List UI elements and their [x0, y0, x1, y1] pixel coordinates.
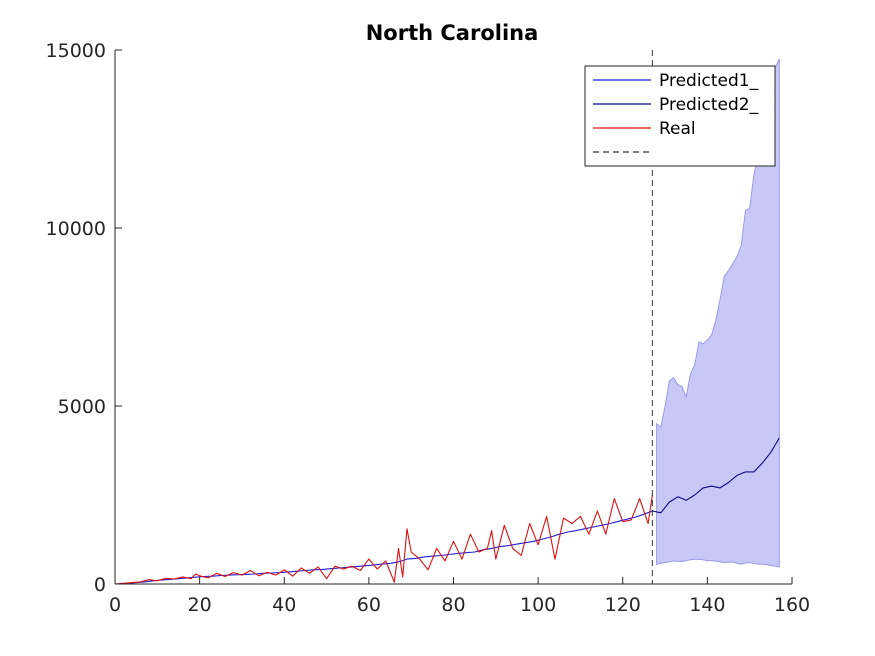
x-tick-label: 100 — [520, 594, 556, 616]
plot-area — [114, 50, 780, 585]
chart-title: North Carolina — [366, 21, 539, 45]
uncertainty-band — [656, 58, 780, 568]
y-tick-label: 5000 — [58, 396, 106, 418]
y-tick-label: 0 — [94, 574, 106, 596]
axes: 0 20 40 60 80 100 120 140 160 0 5000 10000 15000 — [46, 40, 811, 616]
legend-label: Real — [659, 119, 696, 139]
x-tick-label: 120 — [605, 594, 641, 616]
x-tick-label: 160 — [774, 594, 810, 616]
legend-box — [584, 65, 776, 167]
legend: Predicted1_ Predicted2_ Real — [584, 65, 776, 167]
x-tick-label: 20 — [188, 594, 212, 616]
real-line — [114, 494, 653, 585]
y-tick-label: 10000 — [46, 218, 106, 240]
legend-label: Predicted1_ — [659, 71, 759, 91]
x-tick-label: 0 — [109, 594, 121, 616]
x-tick-label: 40 — [272, 594, 296, 616]
x-tick-label: 140 — [689, 594, 725, 616]
x-tick-label: 80 — [441, 594, 465, 616]
predicted2-line — [652, 437, 780, 514]
predicted1-line — [119, 510, 653, 585]
legend-label: Predicted2_ — [659, 95, 759, 115]
y-tick-label: 15000 — [46, 40, 106, 62]
x-tick-label: 60 — [357, 594, 381, 616]
